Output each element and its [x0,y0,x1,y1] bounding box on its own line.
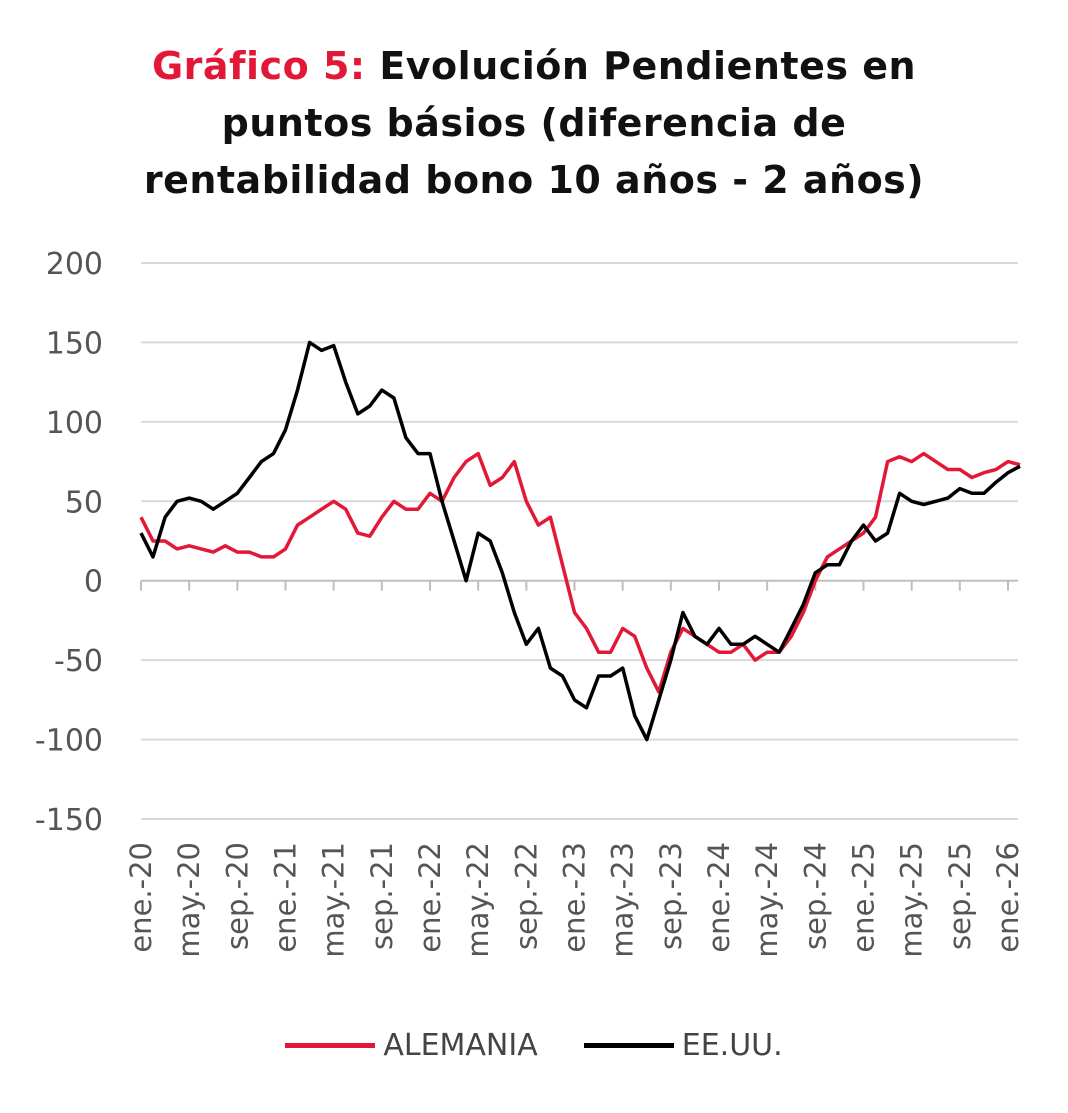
x-tick-label: may.-24 [750,842,784,958]
y-tick-label: -100 [35,724,103,759]
x-tick-label: sep.-25 [943,842,977,950]
x-tick-label: may.-21 [317,842,351,958]
series-line-eeuu [139,340,1021,742]
x-tick-label: ene.-26 [991,842,1025,953]
x-tick-label: ene.-22 [413,842,447,953]
x-tick-label: may.-25 [895,842,929,958]
legend-label-eeuu: EE.UU. [681,1028,783,1063]
legend-item-alemania: ALEMANIA [285,1028,538,1063]
x-tick-label: ene.-25 [847,842,881,953]
y-tick-label: 0 [84,565,103,600]
y-tick-label: -50 [54,644,103,679]
x-tick-label: ene.-24 [702,842,736,953]
title-line-3: rentabilidad bono 10 años - 2 años) [143,158,925,202]
title-prefix: Gráfico 5: [151,44,366,88]
x-tick-label: ene.-20 [124,842,158,953]
x-tick-label: sep.-24 [798,842,832,950]
x-tick-label: ene.-23 [558,842,592,953]
y-tick-label: 200 [46,247,103,282]
x-tick-label: may.-22 [461,842,495,958]
x-tick-label: sep.-20 [220,842,254,950]
x-tick-label: may.-23 [606,842,640,958]
y-tick-label: 100 [46,406,103,441]
x-tick-label: may.-20 [172,842,206,958]
chart-title: Gráfico 5: Evolución Pendientes en punto… [0,38,1068,209]
legend-swatch-alemania [285,1043,376,1048]
x-tick-label: ene.-21 [269,842,303,953]
x-tick-label: sep.-21 [365,842,399,950]
title-line-1: Gráfico 5: Evolución Pendientes en [151,44,917,88]
y-tick-label: 150 [46,326,103,361]
series-line-alemania [139,451,1021,694]
y-tick-label: 50 [65,485,103,520]
x-tick-label: sep.-22 [509,842,543,950]
legend: ALEMANIA EE.UU. [0,1028,1068,1063]
legend-swatch-eeuu [583,1043,674,1048]
legend-label-alemania: ALEMANIA [383,1028,538,1063]
x-tick-label: sep.-23 [654,842,688,950]
y-tick-label: -150 [35,803,103,838]
legend-item-eeuu: EE.UU. [583,1028,783,1063]
title-line-2: puntos básios (diferencia de [221,101,847,145]
